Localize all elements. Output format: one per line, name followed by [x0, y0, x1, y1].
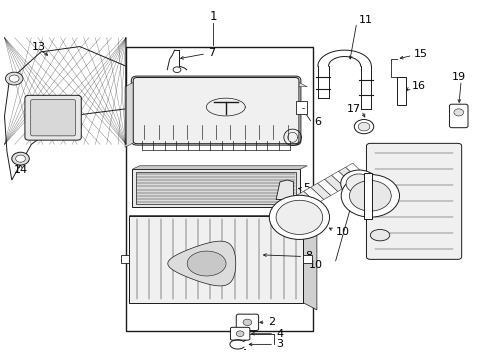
FancyBboxPatch shape: [230, 327, 250, 340]
Text: 1: 1: [210, 10, 217, 23]
Text: 19: 19: [452, 72, 466, 82]
FancyBboxPatch shape: [31, 100, 75, 136]
Text: 17: 17: [346, 104, 361, 114]
Text: 6: 6: [314, 117, 321, 127]
FancyBboxPatch shape: [25, 95, 81, 140]
Text: 14: 14: [14, 165, 27, 175]
FancyBboxPatch shape: [133, 77, 299, 144]
Circle shape: [346, 174, 372, 193]
Polygon shape: [303, 216, 317, 310]
Polygon shape: [318, 179, 338, 195]
Circle shape: [358, 122, 370, 131]
Circle shape: [243, 319, 252, 325]
Text: 10: 10: [309, 260, 323, 270]
Bar: [364, 173, 372, 219]
Polygon shape: [187, 251, 226, 276]
Bar: [136, 172, 296, 204]
Polygon shape: [4, 46, 126, 180]
Polygon shape: [276, 180, 294, 199]
Text: 7: 7: [209, 48, 216, 58]
Circle shape: [341, 170, 378, 197]
Bar: [126, 46, 313, 331]
Text: 10: 10: [336, 226, 350, 237]
Circle shape: [236, 331, 244, 337]
Text: 16: 16: [412, 81, 426, 91]
Circle shape: [5, 72, 23, 85]
FancyBboxPatch shape: [236, 314, 259, 330]
Circle shape: [173, 67, 181, 72]
FancyBboxPatch shape: [449, 104, 468, 128]
Polygon shape: [297, 191, 317, 207]
Bar: [396, 77, 406, 105]
Ellipse shape: [370, 229, 390, 241]
Text: 9: 9: [260, 195, 268, 205]
Polygon shape: [129, 216, 317, 223]
Polygon shape: [304, 187, 324, 203]
Text: 13: 13: [31, 41, 46, 51]
Polygon shape: [332, 171, 352, 188]
Text: 5: 5: [303, 183, 310, 193]
Text: 3: 3: [276, 339, 284, 350]
Text: 4: 4: [276, 329, 284, 339]
FancyBboxPatch shape: [367, 143, 462, 259]
Circle shape: [276, 200, 323, 234]
Circle shape: [454, 109, 464, 116]
Bar: [129, 216, 303, 303]
Circle shape: [16, 155, 25, 162]
Bar: [121, 255, 129, 264]
Polygon shape: [311, 183, 331, 199]
Polygon shape: [168, 241, 236, 286]
Polygon shape: [345, 163, 366, 180]
FancyBboxPatch shape: [131, 76, 301, 145]
Circle shape: [349, 180, 391, 211]
Polygon shape: [132, 166, 307, 169]
Text: 11: 11: [359, 15, 373, 25]
Text: 12: 12: [254, 127, 269, 137]
Bar: [303, 255, 312, 264]
Polygon shape: [137, 80, 307, 87]
Polygon shape: [325, 175, 345, 192]
Text: 15: 15: [414, 49, 428, 59]
Circle shape: [354, 120, 374, 134]
Bar: [132, 169, 300, 207]
Text: 2: 2: [268, 317, 275, 327]
Polygon shape: [339, 167, 359, 184]
Polygon shape: [125, 80, 137, 147]
Text: 8: 8: [305, 251, 312, 261]
Circle shape: [9, 75, 19, 82]
Circle shape: [270, 195, 330, 239]
Text: 18: 18: [370, 176, 385, 186]
Bar: [296, 101, 307, 114]
Circle shape: [341, 175, 399, 217]
Circle shape: [12, 152, 29, 165]
